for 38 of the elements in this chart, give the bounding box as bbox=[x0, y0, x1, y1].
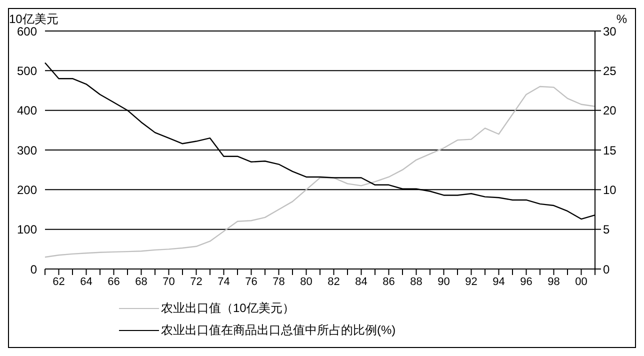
x-tick-label: 66 bbox=[108, 276, 120, 288]
x-tick-label: 64 bbox=[80, 276, 92, 288]
y-tick-label: 400 bbox=[16, 104, 38, 118]
x-tick-label: 78 bbox=[272, 276, 285, 288]
y-tick-label: 0 bbox=[30, 262, 38, 276]
y2-axis-title: % bbox=[616, 12, 628, 26]
x-tick-label: 92 bbox=[465, 276, 478, 288]
x-tick-label: 86 bbox=[382, 276, 395, 288]
x-tick-label: 88 bbox=[410, 276, 422, 288]
x-tick-label: 62 bbox=[52, 276, 65, 288]
x-tick-label: 96 bbox=[520, 276, 532, 288]
y2-tick-label: 20 bbox=[603, 104, 617, 118]
x-tick-label: 98 bbox=[548, 276, 560, 288]
x-tick-label: 68 bbox=[135, 276, 148, 288]
y2-tick-label: 25 bbox=[603, 64, 617, 78]
y2-tick-label: 0 bbox=[603, 262, 610, 276]
x-tick-label: 82 bbox=[328, 276, 340, 288]
y2-tick-label: 15 bbox=[603, 143, 617, 158]
y-tick-label: 100 bbox=[16, 222, 38, 237]
y2-tick-label: 30 bbox=[603, 24, 617, 38]
x-tick-label: 84 bbox=[355, 276, 368, 288]
legend-label: 农业出口值（10亿美元） bbox=[161, 300, 294, 316]
y2-tick-label: 5 bbox=[603, 222, 610, 237]
x-tick-label: 70 bbox=[162, 276, 175, 288]
x-tick-label: 00 bbox=[575, 276, 588, 288]
legend-label: 农业出口值在商品出口总值中所占的比例(%) bbox=[161, 322, 396, 338]
x-tick-label: 94 bbox=[492, 276, 505, 288]
x-tick-label: 90 bbox=[438, 276, 450, 288]
x-tick-label: 72 bbox=[190, 276, 202, 288]
y-axis-title: 10亿美元 bbox=[9, 12, 58, 26]
y-tick-label: 200 bbox=[16, 182, 38, 197]
x-tick-label: 74 bbox=[218, 276, 230, 288]
y-tick-label: 300 bbox=[16, 143, 38, 158]
x-tick-label: 76 bbox=[245, 276, 258, 288]
y2-tick-label: 10 bbox=[603, 182, 617, 197]
y-tick-label: 600 bbox=[16, 24, 38, 38]
x-tick-label: 80 bbox=[300, 276, 312, 288]
y-tick-label: 500 bbox=[16, 64, 38, 78]
